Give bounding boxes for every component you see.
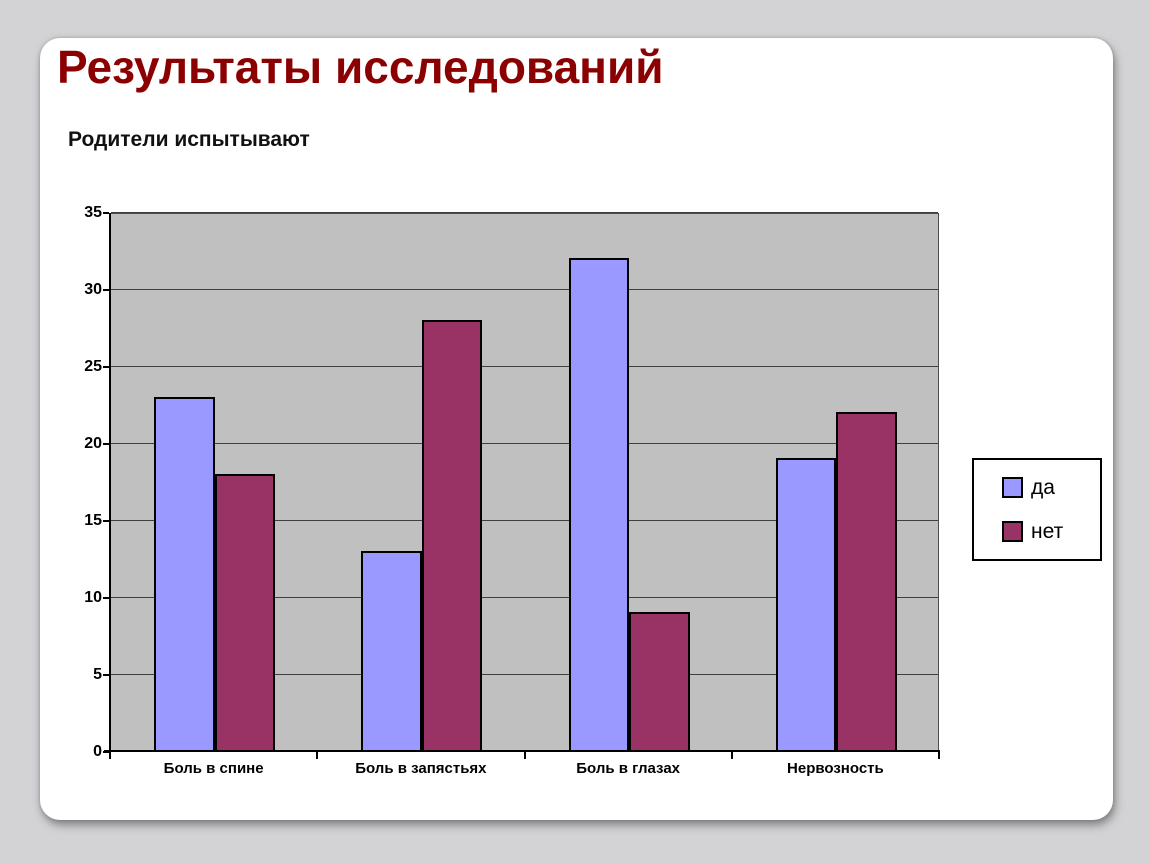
gridline-15 xyxy=(111,520,938,521)
y-tick-label-5: 5 xyxy=(93,666,102,683)
gridline-20 xyxy=(111,443,938,444)
x-category-label: Боль в спине xyxy=(163,760,264,777)
legend-swatch-нет xyxy=(1002,521,1023,542)
y-tick-label-15: 15 xyxy=(84,512,102,529)
bar-нет-2 xyxy=(421,319,483,751)
x-axis-line xyxy=(104,750,940,752)
gridline-10 xyxy=(111,597,938,598)
y-tick-mark-5 xyxy=(103,674,109,676)
gridline-35 xyxy=(111,212,938,213)
gridline-5 xyxy=(111,674,938,675)
y-tick-mark-30 xyxy=(103,289,109,291)
bar-нет-1 xyxy=(214,473,276,751)
y-tick-mark-10 xyxy=(103,597,109,599)
x-category-label: Боль в глазах xyxy=(576,760,680,777)
x-category-label: Нервозность xyxy=(787,760,884,777)
y-axis-line xyxy=(109,213,111,752)
x-tick-mark-1 xyxy=(316,752,319,759)
legend-label-нет: нет xyxy=(1031,519,1064,543)
plot-area xyxy=(110,212,939,752)
y-tick-mark-20 xyxy=(103,443,109,445)
x-category-label: Боль в запястьях xyxy=(355,760,487,777)
bar-да-1 xyxy=(154,396,215,751)
bar-да-2 xyxy=(361,550,422,751)
y-tick-label-20: 20 xyxy=(84,435,102,452)
legend: да нет xyxy=(972,458,1102,561)
x-tick-mark-3 xyxy=(730,752,733,759)
bar-chart: 0 5 10 15 20 25 30 35 Боль в спине Боль в запяст… xyxy=(40,38,1113,820)
legend-entry-нет: нет xyxy=(1002,520,1100,544)
legend-swatch-да xyxy=(1002,477,1023,498)
y-tick-label-0: 0 xyxy=(93,743,102,760)
chart-title: Родители испытывают xyxy=(68,128,310,151)
y-tick-label-30: 30 xyxy=(84,281,102,298)
legend-label-да: да xyxy=(1031,475,1055,499)
y-tick-mark-35 xyxy=(103,212,109,214)
y-tick-label-35: 35 xyxy=(84,204,102,221)
bar-да-4 xyxy=(775,458,837,751)
bar-нет-3 xyxy=(629,612,690,751)
x-tick-mark-4 xyxy=(938,752,940,759)
legend-entry-да: да xyxy=(1002,476,1100,500)
x-tick-mark-0 xyxy=(109,752,111,759)
x-tick-mark-2 xyxy=(523,752,526,759)
y-tick-label-10: 10 xyxy=(84,589,102,606)
gridline-25 xyxy=(111,366,938,367)
y-tick-mark-0 xyxy=(103,751,109,753)
bar-нет-4 xyxy=(836,412,897,751)
gridline-30 xyxy=(111,289,938,290)
y-tick-mark-15 xyxy=(103,520,109,522)
y-tick-mark-25 xyxy=(103,366,109,368)
slide-card: Результаты исследований Родители испытыв… xyxy=(40,38,1113,820)
y-tick-label-25: 25 xyxy=(84,358,102,375)
bar-да-3 xyxy=(568,258,630,751)
slide-title: Результаты исследований xyxy=(57,41,664,93)
